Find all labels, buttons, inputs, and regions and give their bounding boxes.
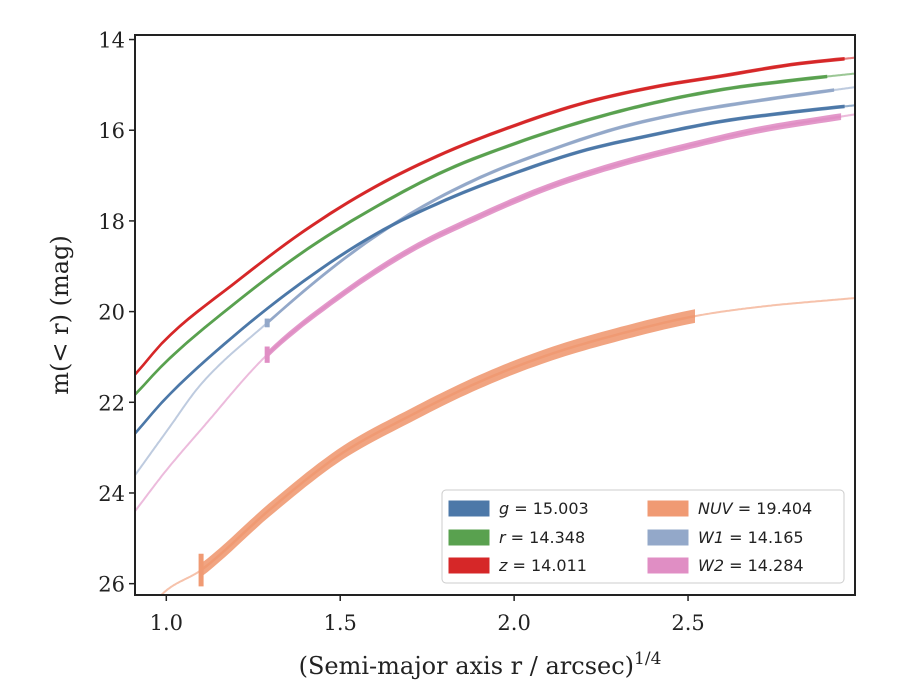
x-tick-label: 2.0 [497,611,530,635]
x-axis-label: (Semi-major axis r / arcsec)1/4 [299,649,662,680]
legend-band-nuv: NUV [698,499,734,518]
legend-entry-w1: W1 = 14.165 [647,528,804,547]
legend-entry-nuv: NUV = 19.404 [647,499,812,518]
legend-equals: = [509,499,533,518]
x-tick-label: 1.0 [150,611,183,635]
y-tick-label: 14 [98,29,125,53]
legend-entry-g: g = 15.003 [448,499,589,518]
series-w1 [135,86,855,476]
legend-label-z: z = 14.011 [498,556,587,575]
y-tick-label: 26 [98,573,125,597]
legend-swatch-g [448,500,490,517]
x-tick-label: 1.5 [324,611,357,635]
y-tick-label: 22 [98,391,125,415]
series-z-line [135,57,845,376]
legend-value-g: 15.003 [533,499,589,518]
legend-label-g: g = 15.003 [499,499,589,518]
legend-swatch-w2 [647,557,689,574]
series-w2-extrapolation-inner [135,353,268,512]
legend-swatch-w1 [647,529,689,546]
legend-label-r: r = 14.348 [499,528,585,547]
legend-label-nuv: NUV = 19.404 [698,499,812,518]
legend-equals: = [724,528,748,547]
legend-band-w2: W2 [698,556,724,575]
ticks-layer: 1.0 1.5 2.0 2.5 14 16 18 20 22 24 26 [98,29,704,635]
legend-band-r: r [499,528,507,547]
y-tick-label: 20 [98,301,125,325]
legend-value-nuv: 19.404 [756,499,812,518]
legend-equals: = [507,556,531,575]
legend-swatch-nuv [647,500,689,517]
plot-frame [134,34,856,596]
x-tick-label: 2.5 [671,611,704,635]
series-w2-extrapolation-outer [840,113,855,118]
legend-entry-z: z = 14.011 [448,556,587,575]
legend-box [441,489,845,584]
series-r-extrapolation-outer [827,72,855,78]
legend-equals: = [733,499,757,518]
y-axis-label: m(< r) (mag) [46,235,74,394]
legend-band-g: g [499,499,509,518]
y-tick-label: 16 [98,119,125,143]
series-nuv-extrapolation-inner [159,569,202,595]
x-axis-label-main: (Semi-major axis r / arcsec) [299,652,634,680]
legend-entry-r: r = 14.348 [448,528,585,547]
legend-swatch-z [448,557,490,574]
series-z [135,56,855,377]
legend-label-w1: W1 = 14.165 [698,528,804,547]
y-tick-label: 18 [98,210,125,234]
series-nuv-extrapolation-outer [694,297,855,318]
legend-value-w1: 14.165 [748,528,804,547]
series-g-line [135,105,845,435]
legend-value-w2: 14.284 [748,556,804,575]
legend-value-z: 14.011 [531,556,587,575]
x-axis-label-exponent: 1/4 [634,649,661,669]
legend-band-z: z [498,556,508,575]
series-nuv-line [200,314,696,572]
series-w2 [135,113,855,512]
series-w1-extrapolation-outer [834,86,855,91]
y-tick-label: 24 [98,482,125,506]
series-g-extrapolation-outer [844,104,855,108]
series-layer [135,56,855,595]
series-r-line [135,75,828,396]
series-w1-line [266,88,835,324]
series-w1-extrapolation-inner [135,322,268,476]
legend-value-r: 14.348 [529,528,585,547]
series-g [135,104,855,436]
series-z-extrapolation-outer [843,56,855,60]
series-w2-line [266,115,842,356]
legend-entry-w2: W2 = 14.284 [647,556,804,575]
legend-label-w2: W2 = 14.284 [698,556,804,575]
legend: g = 15.003 r = 14.348 z = 14.011 NUV = 19.4… [441,489,845,584]
legend-equals: = [506,528,530,547]
legend-equals: = [724,556,748,575]
legend-swatch-r [448,529,490,546]
series-nuv [159,297,855,595]
legend-band-w1: W1 [698,528,724,547]
series-r [135,72,855,397]
